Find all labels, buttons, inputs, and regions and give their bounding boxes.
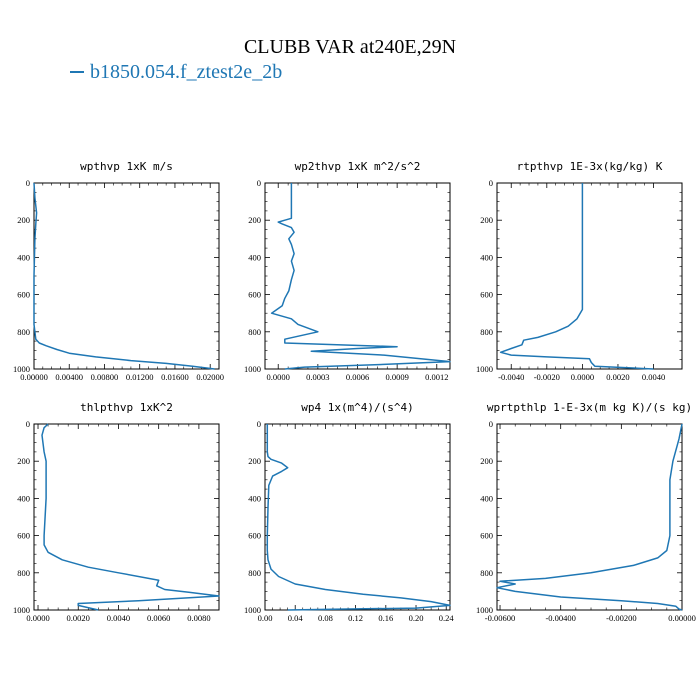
x-tick-label: 0.02000	[196, 372, 224, 382]
y-tick-label: 800	[480, 327, 493, 337]
panel-4: thlpthvp 1xK^20.0000 0.0020 0.0040 0.0060 0.…	[13, 401, 219, 623]
x-tick-label: -0.00400	[545, 613, 575, 623]
y-tick-label: 0	[489, 419, 493, 429]
x-tick-label: 0.12	[348, 613, 363, 623]
series-line	[501, 183, 654, 369]
y-tick-label: 0	[26, 419, 30, 429]
panel-title: rtpthvp 1E-3x(kg/kg) K	[517, 160, 663, 173]
x-tick-label: 0.0020	[606, 372, 629, 382]
y-tick-label: 400	[480, 252, 493, 262]
plot-frame	[497, 424, 682, 610]
x-tick-label: 0.0040	[107, 613, 130, 623]
x-tick-label: 0.01600	[161, 372, 189, 382]
y-tick-label: 0	[489, 178, 493, 188]
series-line	[497, 424, 682, 610]
y-tick-label: 600	[248, 290, 261, 300]
y-tick-label: 600	[480, 531, 493, 541]
y-tick-label: 600	[248, 531, 261, 541]
y-tick-label: 200	[248, 215, 261, 225]
y-tick-label: 800	[17, 327, 30, 337]
y-tick-label: 200	[17, 456, 30, 466]
series-line	[42, 424, 219, 610]
y-tick-label: 0	[257, 419, 261, 429]
panel-title: wpthvp 1xK m/s	[80, 160, 173, 173]
x-tick-label: 0.20	[409, 613, 424, 623]
y-tick-label: 600	[480, 290, 493, 300]
x-tick-label: 0.04	[288, 613, 304, 623]
y-tick-label: 200	[480, 215, 493, 225]
x-tick-label: 0.00400	[55, 372, 83, 382]
x-tick-label: 0.0009	[385, 372, 408, 382]
x-tick-label: 0.24	[439, 613, 455, 623]
panel-title: wp4 1x(m^4)/(s^4)	[301, 401, 414, 414]
y-tick-label: 600	[17, 290, 30, 300]
x-tick-label: -0.00200	[606, 613, 636, 623]
panel-title: wprtpthlp 1-E-3x(m kg K)/(s kg)	[487, 401, 692, 414]
plot-frame	[34, 424, 219, 610]
x-tick-label: 0.0020	[67, 613, 90, 623]
x-tick-label: 0.0012	[425, 372, 448, 382]
panel-2: wp2thvp 1xK m^2/s^2 0.0000 0.0003 0.0006 0.0…	[244, 160, 450, 382]
x-tick-label: 0.0060	[147, 613, 170, 623]
plot-frame	[34, 183, 219, 369]
y-tick-label: 400	[480, 493, 493, 503]
x-tick-label: 0.0080	[187, 613, 210, 623]
series-line	[34, 183, 215, 369]
y-tick-label: 400	[248, 493, 261, 503]
y-tick-label: 200	[248, 456, 261, 466]
x-tick-label: -0.0040	[498, 372, 524, 382]
y-tick-label: 0	[257, 178, 261, 188]
y-tick-label: 200	[480, 456, 493, 466]
series-line	[272, 183, 450, 369]
y-tick-label: 800	[480, 568, 493, 578]
x-tick-label: 0.01200	[126, 372, 154, 382]
x-tick-label: 0.0000	[267, 372, 290, 382]
panel-1: wpthvp 1xK m/s0.00000 0.00400 0.00800 0.012…	[13, 160, 224, 382]
plot-frame	[497, 183, 682, 369]
y-tick-label: 1000	[13, 364, 30, 374]
x-tick-label: 0.0000	[571, 372, 594, 382]
panel-3: rtpthvp 1E-3x(kg/kg) K -0.0040 -0.0020 0.00…	[476, 160, 682, 382]
x-tick-label: 0.16	[378, 613, 393, 623]
x-tick-label: 0.0040	[642, 372, 665, 382]
x-tick-label: -0.0020	[534, 372, 560, 382]
y-tick-label: 800	[17, 568, 30, 578]
y-tick-label: 0	[26, 178, 30, 188]
y-tick-label: 600	[17, 531, 30, 541]
panel-title: wp2thvp 1xK m^2/s^2	[295, 160, 421, 173]
x-tick-label: 0.08	[318, 613, 333, 623]
panel-5: wp4 1x(m^4)/(s^4)0.00 0.04 0.08 0.12 0.16 0.2…	[244, 401, 454, 623]
x-tick-label: 0.0006	[346, 372, 369, 382]
y-tick-label: 400	[248, 252, 261, 262]
y-tick-label: 1000	[476, 364, 493, 374]
plots-canvas: wpthvp 1xK m/s0.00000 0.00400 0.00800 0.012…	[0, 0, 700, 700]
x-tick-label: 0.00800	[91, 372, 119, 382]
x-tick-label: 0.0003	[306, 372, 329, 382]
x-tick-label: 0.00000	[668, 613, 696, 623]
y-tick-label: 1000	[244, 605, 261, 615]
y-tick-label: 800	[248, 327, 261, 337]
y-tick-label: 1000	[244, 364, 261, 374]
y-tick-label: 800	[248, 568, 261, 578]
series-line	[267, 424, 450, 610]
y-tick-label: 400	[17, 493, 30, 503]
panel-6: wprtpthlp 1-E-3x(m kg K)/(s kg)-0.00600-…	[476, 401, 696, 623]
y-tick-label: 1000	[13, 605, 30, 615]
y-tick-label: 200	[17, 215, 30, 225]
panel-title: thlpthvp 1xK^2	[80, 401, 173, 414]
y-tick-label: 400	[17, 252, 30, 262]
y-tick-label: 1000	[476, 605, 493, 615]
